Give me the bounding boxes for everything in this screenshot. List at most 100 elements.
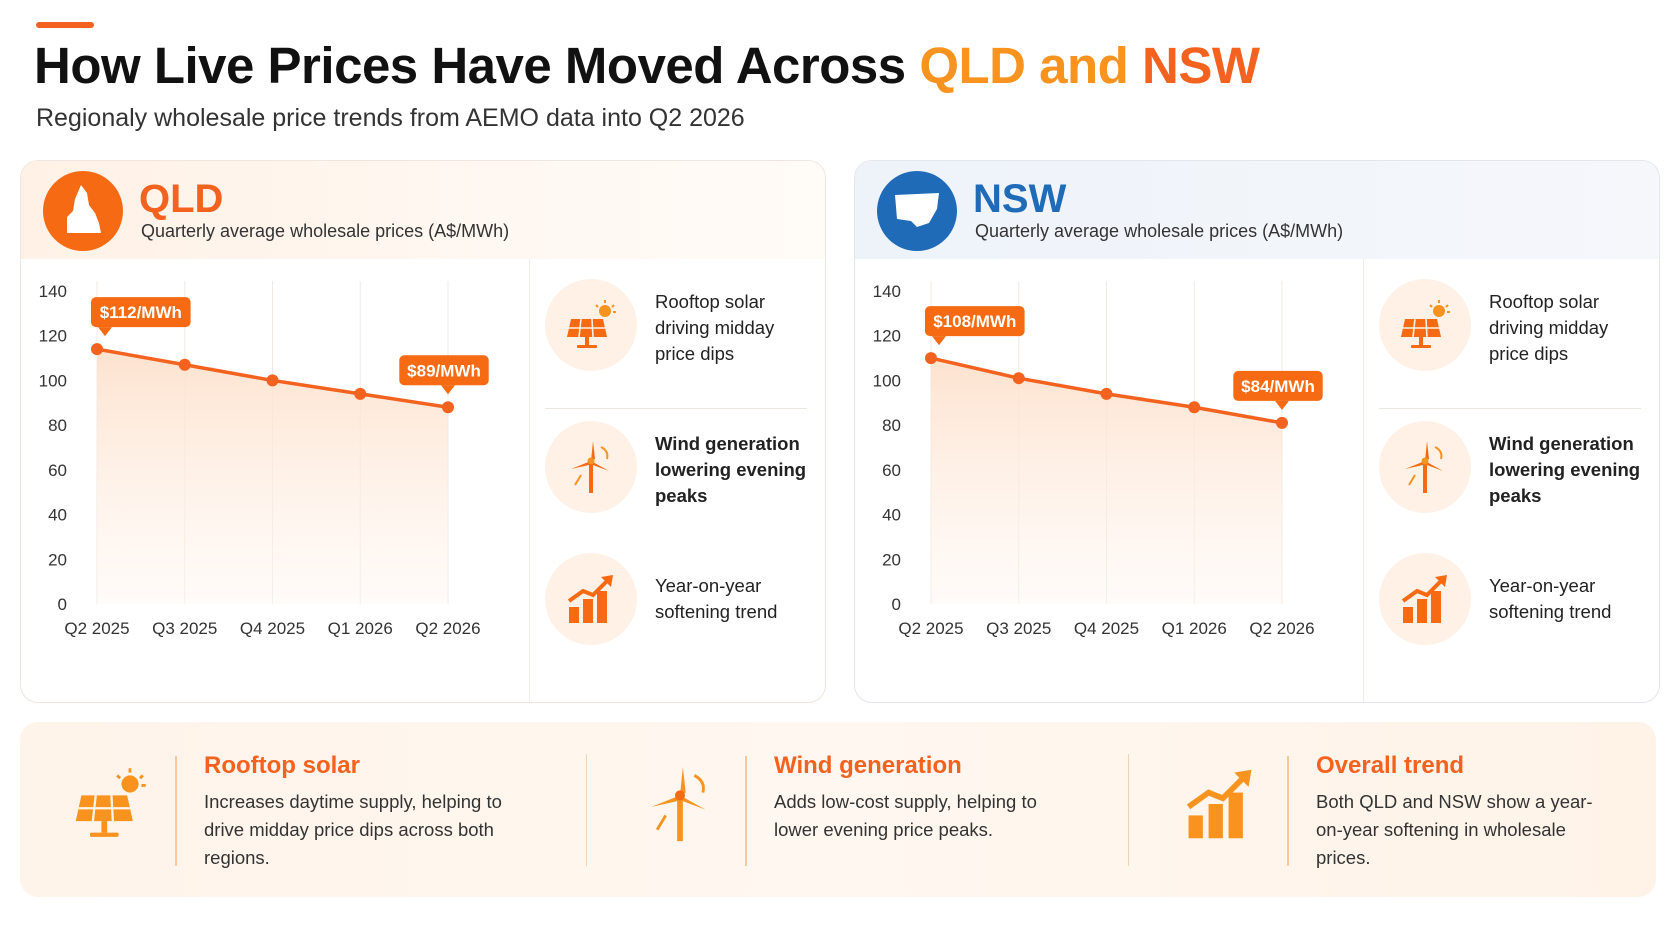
qld-data-point — [178, 358, 191, 371]
nsw-x-tick-label: Q4 2025 — [1074, 619, 1139, 638]
nsw-driver-wind-text: Wind generation lowering evening peaks — [1489, 433, 1641, 506]
nsw-x-tick-label: Q2 2025 — [898, 619, 963, 638]
trend-chart-icon — [1379, 553, 1471, 645]
nsw-start-label-bg — [925, 306, 1025, 337]
footer-item-wind: Wind generation Adds low-cost supply, he… — [590, 722, 1130, 897]
nsw-data-point — [925, 352, 937, 365]
qld-x-tick-label: Q3 2025 — [152, 619, 217, 638]
nsw-end-label-text: $84/MWh — [1241, 377, 1315, 396]
footer-trend-title: Overall trend — [1316, 752, 1465, 779]
wind-turbine-icon — [640, 764, 720, 849]
nsw-driver-separator — [1379, 408, 1641, 409]
nsw-x-tick-label: Q3 2025 — [986, 619, 1051, 638]
qld-chart-caption: Quarterly average wholesale prices (A$/M… — [141, 221, 510, 241]
qld-y-tick-label: 60 — [48, 461, 67, 480]
qld-area — [97, 349, 448, 604]
page-subtitle: Regionaly wholesale price trends from AE… — [36, 104, 745, 132]
nsw-end-label-bg — [1233, 370, 1323, 401]
solar-panel-icon — [1379, 279, 1471, 371]
qld-y-tick-label: 120 — [39, 327, 67, 346]
nsw-start-label: $108/MWh — [925, 306, 1025, 346]
nsw-area — [931, 358, 1282, 604]
nsw-data-point — [1188, 401, 1201, 414]
qld-x-tick-label: Q2 2026 — [415, 619, 480, 638]
qld-driver-wind-text: Wind generation lowering evening peaks — [655, 433, 807, 506]
nsw-price-chart: 0 20 40 60 80 100 120 140 Q2 2025 Q3 2025 Q4 2025 Q… — [873, 281, 1323, 638]
nsw-start-label-pointer — [932, 336, 946, 346]
footer-solar-body: Increases daytime supply, helping to dri… — [204, 791, 502, 868]
nsw-x-tick-label: Q2 2026 — [1249, 619, 1314, 638]
solar-panel-icon — [70, 764, 150, 849]
nsw-y-tick-label: 80 — [882, 416, 901, 435]
qld-data-point — [442, 401, 454, 414]
footer-accent-line — [175, 756, 177, 866]
nsw-panel-divider — [1363, 259, 1364, 702]
nsw-end-label: $84/MWh — [1233, 370, 1323, 410]
wind-turbine-icon — [1379, 421, 1471, 513]
title-prefix: How Live Prices Have Moved Across — [34, 37, 920, 94]
footer-trend-body: Both QLD and NSW show a year-on-year sof… — [1316, 791, 1593, 868]
qld-end-label-text: $89/MWh — [407, 361, 481, 380]
footer-wind-body: Adds low-cost supply, helping to lower e… — [774, 791, 1037, 840]
nsw-y-tick-label: 100 — [873, 371, 901, 390]
title-qld: QLD — [919, 37, 1026, 94]
nsw-y-tick-label: 20 — [882, 550, 901, 569]
footer-wind-title: Wind generation — [774, 752, 962, 779]
qld-start-label: $112/MWh — [91, 297, 191, 337]
qld-data-point — [91, 343, 103, 356]
qld-x-tick-label: Q1 2026 — [328, 619, 393, 638]
footer-item-solar: Rooftop solar Increases daytime supply, … — [20, 722, 568, 897]
nsw-driver-solar-text: Rooftop solar driving midday price dips — [1489, 291, 1609, 364]
qld-driver-separator — [545, 408, 807, 409]
qld-y-tick-label: 40 — [48, 506, 67, 525]
nsw-driver-trend-text: Year-on-year softening trend — [1489, 575, 1612, 622]
nsw-map-icon — [877, 171, 957, 251]
qld-price-chart: 0 20 40 60 80 100 120 140 Q2 2025 Q3 2025 Q4 2025 Q… — [39, 281, 489, 638]
title-and: and — [1025, 37, 1142, 94]
nsw-data-point — [1276, 416, 1288, 429]
qld-panel-divider — [529, 259, 530, 702]
nsw-chart-caption: Quarterly average wholesale prices (A$/M… — [975, 221, 1344, 241]
nsw-y-tick-label: 120 — [873, 327, 901, 346]
nsw-y-tick-label: 60 — [882, 461, 901, 480]
wind-turbine-icon — [545, 421, 637, 513]
qld-y-tick-label: 140 — [39, 282, 67, 301]
nsw-end-label-pointer — [1275, 400, 1289, 410]
qld-data-point — [266, 374, 279, 387]
footer-solar-title: Rooftop solar — [204, 752, 360, 779]
qld-region-name: QLD — [139, 177, 224, 221]
nsw-y-tick-label: 0 — [892, 595, 901, 614]
footer-accent-line — [1287, 756, 1289, 866]
nsw-x-tick-label: Q1 2026 — [1162, 619, 1227, 638]
accent-bar — [36, 22, 94, 28]
nsw-start-label-text: $108/MWh — [933, 312, 1016, 331]
qld-x-tick-label: Q4 2025 — [240, 619, 305, 638]
qld-y-tick-label: 100 — [39, 371, 67, 390]
qld-driver-solar-text: Rooftop solar driving midday price dips — [655, 291, 775, 364]
nsw-panel-header: NSW Quarterly average wholesale prices (… — [855, 161, 1659, 259]
qld-start-label-bg — [91, 297, 191, 328]
nsw-region-name: NSW — [973, 177, 1067, 221]
qld-driver-trend-text: Year-on-year softening trend — [655, 575, 778, 622]
qld-end-label-bg — [399, 355, 489, 386]
trend-chart-icon — [1180, 764, 1260, 849]
trend-chart-icon — [545, 553, 637, 645]
footer-item-trend: Overall trend Both QLD and NSW show a ye… — [1132, 722, 1652, 897]
footer-separator — [586, 754, 587, 866]
qld-y-tick-label: 80 — [48, 416, 67, 435]
qld-y-tick-label: 0 — [58, 595, 67, 614]
title-nsw: NSW — [1141, 37, 1260, 94]
qld-start-label-pointer — [98, 327, 112, 337]
page-title: How Live Prices Have Moved Across QLD an… — [34, 36, 1260, 95]
qld-end-label-pointer — [441, 385, 455, 395]
qld-end-label: $89/MWh — [399, 355, 489, 395]
nsw-data-point — [1012, 372, 1025, 385]
nsw-panel: NSW Quarterly average wholesale prices (… — [854, 160, 1660, 703]
nsw-data-point — [1100, 387, 1113, 400]
nsw-y-tick-label: 140 — [873, 282, 901, 301]
qld-panel-header: QLD Quarterly average wholesale prices (… — [21, 161, 825, 259]
qld-start-label-text: $112/MWh — [100, 303, 182, 322]
footer-summary: Rooftop solar Increases daytime supply, … — [20, 722, 1656, 897]
qld-data-point — [354, 387, 367, 400]
qld-panel: QLD Quarterly average wholesale prices (… — [20, 160, 826, 703]
